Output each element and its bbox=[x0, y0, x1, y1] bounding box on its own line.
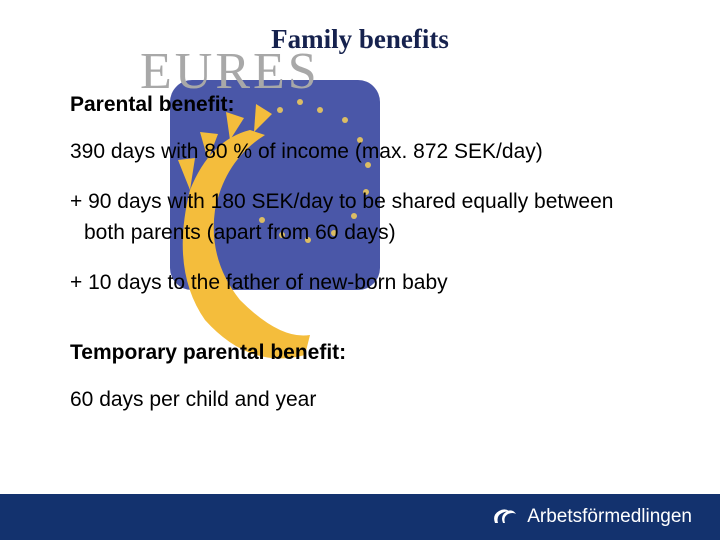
footer-bar: Arbetsförmedlingen bbox=[0, 494, 720, 540]
slide-title: Family benefits bbox=[70, 24, 650, 55]
slide-content: Family benefits Parental benefit: 390 da… bbox=[0, 0, 720, 415]
subhead-parental-benefit: Parental benefit: bbox=[70, 93, 650, 117]
subhead-temporary-parental-benefit: Temporary parental benefit: bbox=[70, 341, 650, 365]
line-390-days: 390 days with 80 % of income (max. 872 S… bbox=[70, 137, 650, 167]
arbetsformedlingen-icon bbox=[489, 503, 519, 532]
line-10-days: + 10 days to the father of new-born baby bbox=[70, 268, 650, 298]
footer-logo: Arbetsförmedlingen bbox=[489, 503, 692, 532]
spacer bbox=[70, 319, 650, 341]
footer-brand-text: Arbetsförmedlingen bbox=[527, 506, 692, 528]
line-90-days: + 90 days with 180 SEK/day to be shared … bbox=[70, 187, 650, 248]
line-60-days: 60 days per child and year bbox=[70, 385, 650, 415]
